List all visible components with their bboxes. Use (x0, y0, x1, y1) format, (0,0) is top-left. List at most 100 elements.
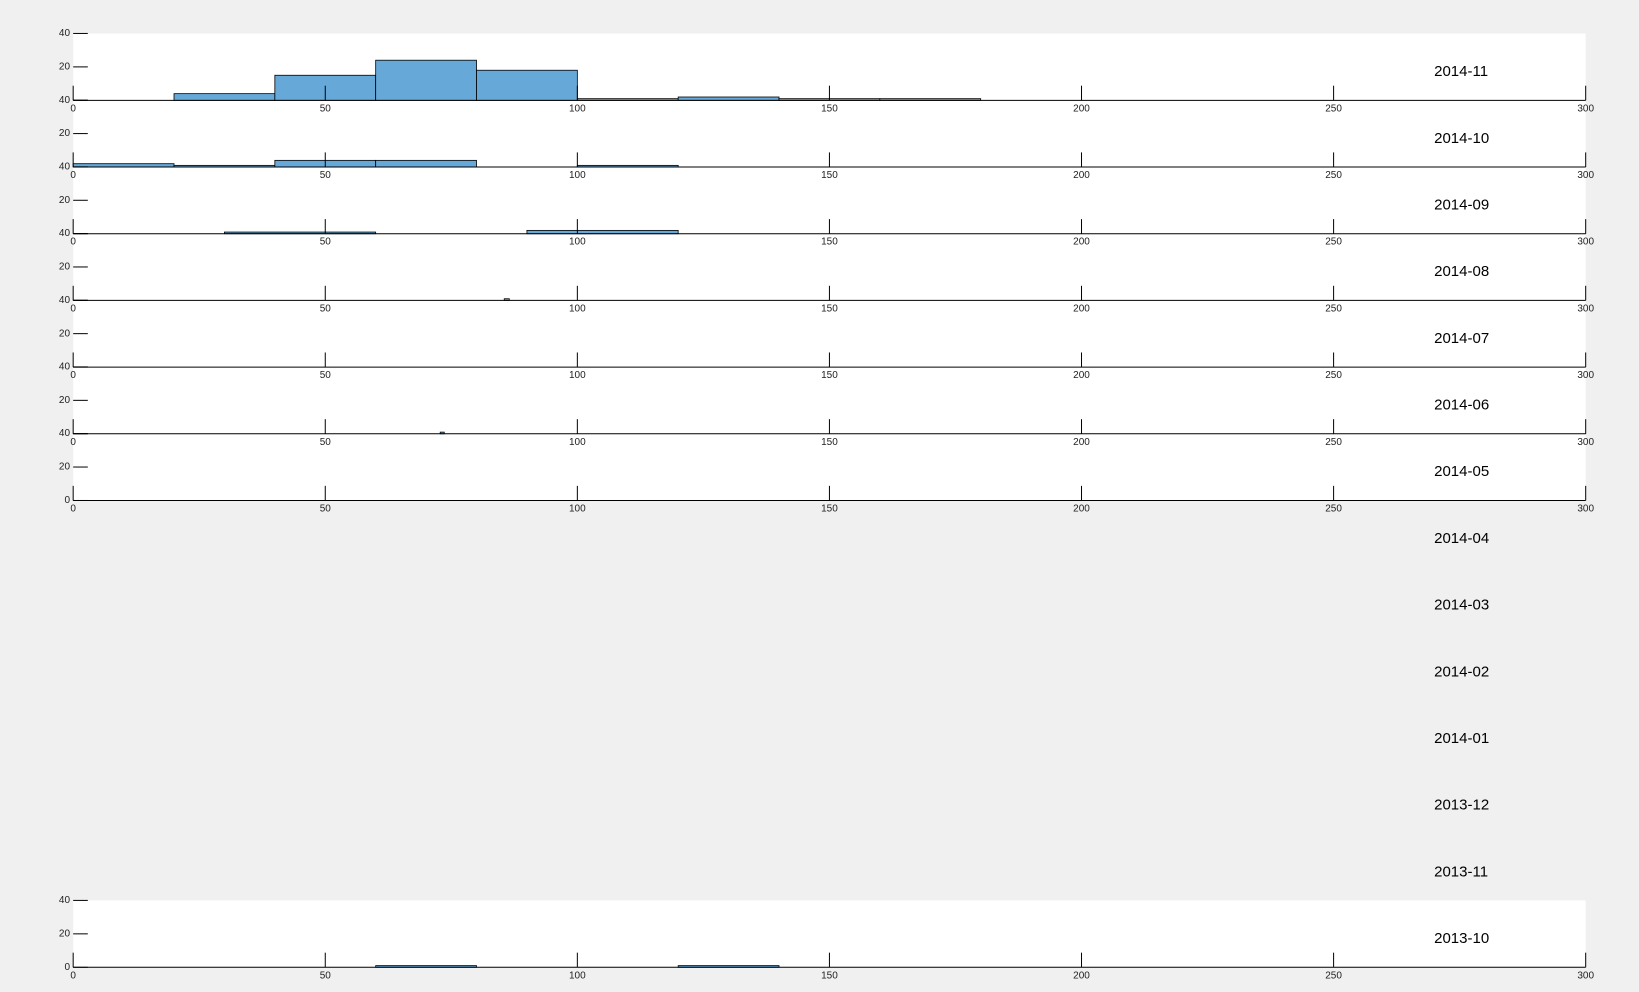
label-backdrop (54, 228, 71, 239)
y-tick-label: 20 (59, 395, 71, 406)
y-tick-label: 0 (64, 495, 70, 506)
x-tick-label: 100 (569, 437, 586, 448)
panel-title: 2013-11 (1434, 863, 1488, 880)
x-tick-label: 50 (320, 170, 332, 181)
y-tick-label: 40 (59, 362, 71, 373)
histogram-bar (476, 69, 578, 101)
x-tick-label: 300 (1577, 237, 1594, 248)
label-backdrop (54, 495, 71, 506)
x-tick-label: 100 (569, 237, 586, 248)
x-tick-label: 0 (70, 437, 76, 448)
y-tick-label: 20 (59, 195, 71, 206)
x-tick-label: 100 (569, 503, 586, 514)
y-tick-label: 20 (59, 462, 71, 473)
histogram-bar (72, 163, 175, 168)
label-backdrop (54, 395, 71, 406)
x-tick-label: 300 (1577, 970, 1594, 981)
x-tick-label: 100 (569, 370, 586, 381)
x-tick-label: 250 (1325, 370, 1342, 381)
label-backdrop (54, 462, 71, 473)
x-tick-label: 0 (70, 170, 76, 181)
x-tick-label: 250 (1325, 437, 1342, 448)
panel-title: 2014-04 (1434, 530, 1489, 547)
x-tick-label: 50 (320, 237, 332, 248)
x-tick-label: 50 (320, 303, 332, 314)
x-tick-label: 200 (1073, 103, 1090, 114)
y-tick-label: 20 (59, 262, 71, 273)
x-tick-label: 250 (1325, 237, 1342, 248)
label-backdrop (54, 95, 71, 106)
panel-title: 2014-02 (1434, 663, 1489, 680)
x-tick-label: 50 (320, 103, 332, 114)
label-backdrop (54, 28, 71, 39)
histogram-bar (677, 96, 780, 101)
y-tick-label: 40 (59, 161, 71, 172)
x-tick-label: 300 (1577, 503, 1594, 514)
label-backdrop (54, 328, 71, 339)
x-tick-label: 300 (1577, 370, 1594, 381)
y-tick-label: 40 (59, 895, 71, 906)
x-tick-label: 250 (1325, 970, 1342, 981)
x-tick-label: 150 (821, 503, 838, 514)
x-tick-label: 100 (569, 170, 586, 181)
x-tick-label: 50 (320, 970, 332, 981)
label-backdrop (54, 428, 71, 439)
panel-title: 2014-06 (1434, 397, 1489, 414)
x-tick-label: 300 (1577, 103, 1594, 114)
label-backdrop (54, 962, 71, 973)
x-tick-label: 0 (70, 503, 76, 514)
x-tick-label: 200 (1073, 237, 1090, 248)
panel-title: 2014-08 (1434, 263, 1489, 280)
histogram-bar (173, 93, 276, 101)
x-tick-label: 250 (1325, 303, 1342, 314)
x-tick-label: 0 (70, 237, 76, 248)
x-tick-label: 300 (1577, 437, 1594, 448)
x-tick-label: 150 (821, 437, 838, 448)
y-tick-label: 40 (59, 228, 71, 239)
y-tick-label: 40 (59, 295, 71, 306)
y-tick-label: 40 (59, 28, 71, 39)
x-tick-label: 250 (1325, 170, 1342, 181)
x-tick-label: 50 (320, 503, 332, 514)
x-tick-label: 200 (1073, 303, 1090, 314)
panel-title: 2014-07 (1434, 330, 1489, 347)
label-backdrop (54, 361, 71, 372)
label-backdrop (54, 895, 71, 906)
y-tick-label: 20 (59, 128, 71, 139)
label-backdrop (54, 61, 71, 72)
label-backdrop (54, 295, 71, 306)
x-tick-label: 150 (821, 370, 838, 381)
histogram-bar (526, 229, 679, 235)
panel-title: 2014-11 (1434, 63, 1488, 80)
x-tick-label: 300 (1577, 170, 1594, 181)
x-tick-label: 150 (821, 303, 838, 314)
x-tick-label: 50 (320, 370, 332, 381)
histogram-bar (375, 59, 477, 101)
x-tick-label: 200 (1073, 170, 1090, 181)
x-tick-label: 150 (821, 237, 838, 248)
x-tick-label: 0 (70, 103, 76, 114)
x-tick-label: 50 (320, 437, 332, 448)
x-tick-label: 150 (821, 970, 838, 981)
x-tick-label: 250 (1325, 503, 1342, 514)
panel-title: 2013-10 (1434, 930, 1489, 947)
x-tick-label: 0 (70, 370, 76, 381)
x-tick-label: 100 (569, 303, 586, 314)
label-backdrop (54, 195, 71, 206)
panel-title: 2013-12 (1434, 797, 1489, 814)
x-tick-label: 0 (70, 970, 76, 981)
y-tick-label: 40 (59, 428, 71, 439)
label-backdrop (54, 161, 71, 172)
x-tick-label: 200 (1073, 437, 1090, 448)
x-tick-label: 200 (1073, 970, 1090, 981)
x-tick-label: 100 (569, 103, 586, 114)
panel-title: 2014-01 (1434, 730, 1489, 747)
panel-title: 2014-05 (1434, 463, 1489, 480)
y-tick-label: 20 (59, 62, 71, 73)
x-tick-label: 250 (1325, 103, 1342, 114)
x-tick-label: 300 (1577, 303, 1594, 314)
x-tick-label: 100 (569, 970, 586, 981)
x-tick-label: 200 (1073, 503, 1090, 514)
panel-title: 2014-03 (1434, 597, 1489, 614)
